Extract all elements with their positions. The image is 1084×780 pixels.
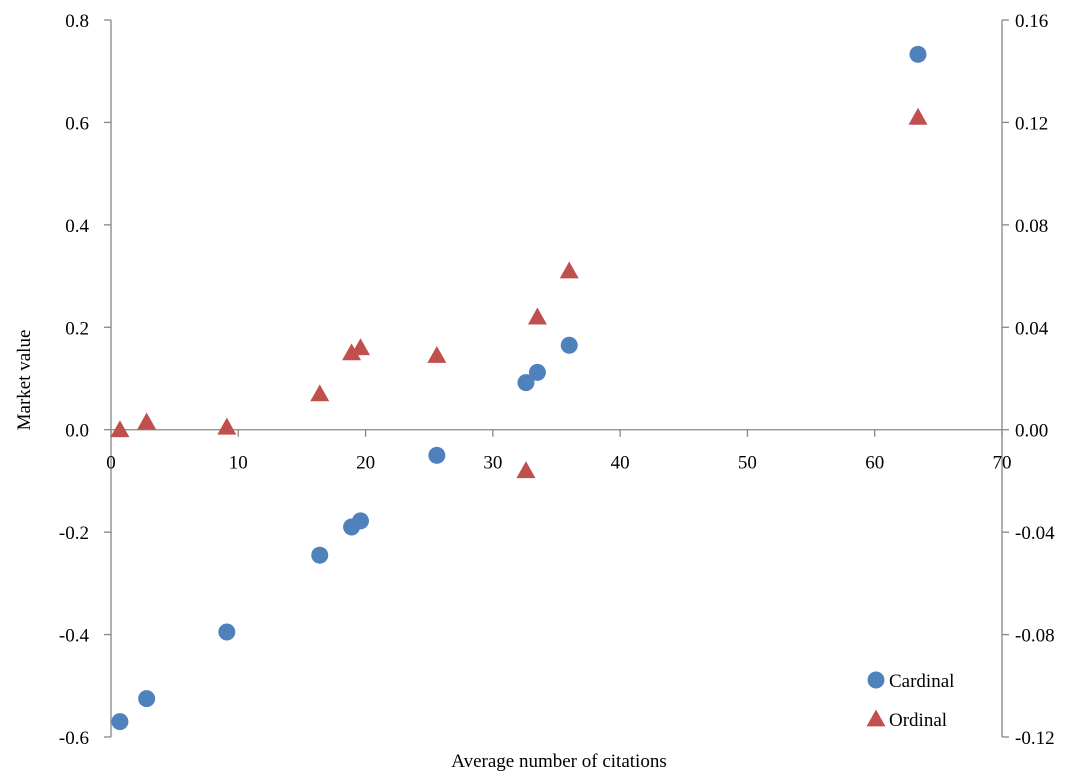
y2-tick-label: 0.08	[1015, 216, 1048, 237]
legend-marker-cardinal	[867, 671, 885, 689]
cardinal-point	[311, 546, 329, 564]
ordinal-point	[559, 261, 579, 279]
y-tick-label: -0.6	[59, 728, 89, 749]
x-tick-label: 30	[483, 453, 502, 474]
y2-tick-label: -0.12	[1015, 728, 1055, 749]
y2-tick-label: 0.00	[1015, 421, 1048, 442]
cardinal-point	[138, 690, 156, 708]
ordinal-point	[217, 417, 237, 435]
ticks-layer: 0.8 0.6 0.4 0.2 0.0 -0.2 -0.4 -0.6 0.16 0.12 0.08 0…	[59, 11, 1055, 749]
cardinal-point	[218, 623, 236, 641]
ordinal-point	[516, 461, 536, 479]
ordinal-point	[908, 107, 928, 125]
y2-tick-label: -0.08	[1015, 626, 1055, 647]
ordinal-point	[527, 307, 547, 325]
y-tick-label: -0.4	[59, 626, 90, 647]
y2-tick-label: -0.04	[1015, 523, 1055, 544]
y-tick-label: 0.4	[65, 216, 89, 237]
y-tick-label: 0.0	[65, 421, 89, 442]
ordinal-point	[110, 420, 130, 438]
x-tick-label: 40	[611, 453, 630, 474]
ordinal-point	[350, 338, 370, 356]
x-tick-label: 20	[356, 453, 375, 474]
cardinal-point	[351, 512, 369, 530]
legend: Cardinal Ordinal	[866, 671, 954, 731]
y-tick-label: 0.8	[65, 11, 89, 32]
legend-label-ordinal: Ordinal	[889, 710, 947, 731]
y-tick-label: -0.2	[59, 523, 89, 544]
cardinal-point	[528, 363, 546, 381]
x-tick-label: 50	[738, 453, 757, 474]
cardinal-point	[517, 374, 535, 392]
cardinal-point	[909, 45, 927, 63]
points-layer	[110, 45, 928, 731]
x-tick-label: 70	[993, 453, 1012, 474]
x-axis-title: Average number of citations	[451, 751, 666, 772]
legend-label-cardinal: Cardinal	[889, 671, 954, 692]
legend-marker-ordinal	[866, 709, 886, 727]
x-tick-label: 10	[229, 453, 248, 474]
ordinal-point	[342, 343, 362, 361]
cardinal-point	[111, 713, 129, 731]
y2-tick-label: 0.12	[1015, 113, 1048, 134]
ordinal-point	[137, 412, 157, 430]
ordinal-point	[427, 345, 447, 363]
y2-tick-label: 0.16	[1015, 11, 1048, 32]
cardinal-point	[560, 336, 578, 354]
y-tick-label: 0.6	[65, 113, 89, 134]
y2-tick-label: 0.04	[1015, 318, 1049, 339]
axes-layer	[110, 20, 1003, 737]
ordinal-point	[310, 384, 330, 402]
x-tick-label: 0	[106, 453, 116, 474]
y-tick-label: 0.2	[65, 318, 89, 339]
cardinal-point	[428, 446, 446, 464]
y-axis-title: Market value	[14, 330, 35, 431]
x-tick-label: 60	[865, 453, 884, 474]
